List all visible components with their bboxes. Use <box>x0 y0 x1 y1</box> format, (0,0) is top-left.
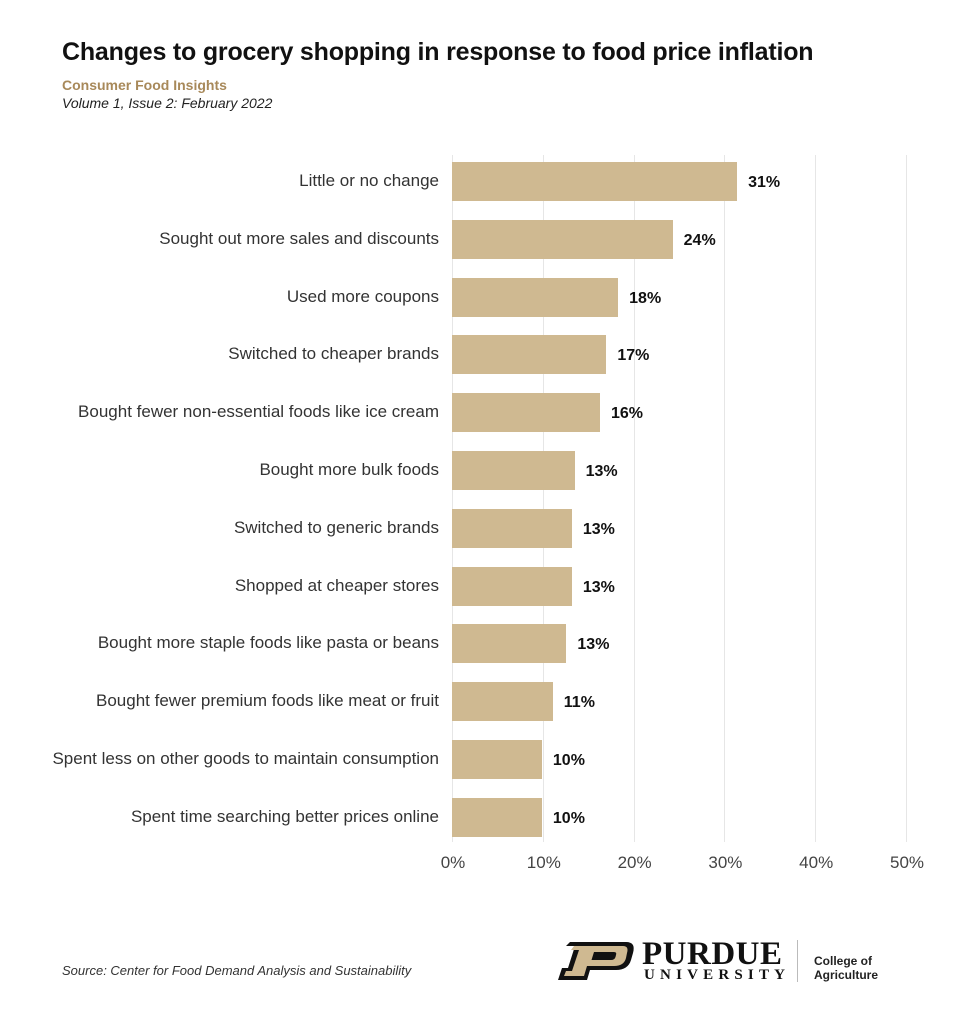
category-label: Shopped at cheaper stores <box>234 575 439 595</box>
bar <box>452 624 567 664</box>
value-label: 13% <box>582 578 615 596</box>
bar <box>452 682 553 722</box>
bar <box>452 277 619 317</box>
value-label: 13% <box>585 463 618 480</box>
x-tick-label: 10% <box>526 853 561 872</box>
bar <box>452 508 572 548</box>
value-label: 13% <box>582 520 615 538</box>
bar <box>452 335 607 375</box>
value-label: 13% <box>577 636 610 654</box>
purdue-logo: PURDUE UNIVERSITY College of Agriculture <box>556 936 936 984</box>
bar <box>452 162 738 201</box>
category-label: Switched to cheaper brands <box>228 344 439 364</box>
category-label: Bought fewer premium foods like meat or … <box>96 691 439 711</box>
bar <box>452 393 600 433</box>
gridline <box>452 155 453 842</box>
category-label: Spent time searching better prices onlin… <box>130 806 439 826</box>
value-label: 11% <box>563 694 595 712</box>
x-tick-label: 30% <box>708 853 743 872</box>
purdue-p-icon <box>558 942 634 980</box>
x-tick-label: 50% <box>889 853 925 872</box>
x-tick-label: 40% <box>799 853 834 872</box>
bar-chart: 0% 10% 20% 30% 40% 50% Little or no change 31% S… <box>52 155 925 872</box>
category-label: Bought more bulk foods <box>259 460 439 479</box>
category-label: Bought fewer non-essential foods like ic… <box>78 402 439 422</box>
category-label: Spent less on other goods to maintain co… <box>52 749 439 768</box>
issue-line: Volume 1, Issue 2: February 2022 <box>62 95 273 111</box>
value-label: 17% <box>617 347 650 365</box>
gridline <box>815 155 817 842</box>
bar <box>452 566 572 606</box>
category-label: Sought out more sales and discounts <box>159 228 439 248</box>
value-label: 10% <box>552 809 585 827</box>
bar <box>452 797 542 837</box>
x-tick-label: 20% <box>617 853 652 872</box>
bar <box>452 451 575 490</box>
logo-divider <box>797 940 798 982</box>
chart-title: Changes to grocery shopping in response … <box>62 38 814 66</box>
value-label: 24% <box>683 231 716 249</box>
gridline <box>724 155 726 842</box>
value-label: 10% <box>552 752 585 769</box>
category-label: Little or no change <box>299 171 439 190</box>
x-tick-label: 0% <box>440 853 466 872</box>
bar <box>452 219 673 259</box>
value-label: 18% <box>629 289 662 307</box>
category-label: Used more coupons <box>286 286 439 306</box>
gridline <box>633 155 635 842</box>
value-label: 31% <box>748 174 781 191</box>
source-note: Source: Center for Food Demand Analysis … <box>62 963 412 978</box>
category-label: Switched to generic brands <box>233 517 439 537</box>
chart-subtitle: Consumer Food Insights <box>62 77 227 93</box>
category-label: Bought more staple foods like pasta or b… <box>97 633 439 653</box>
gridline <box>906 155 907 842</box>
value-label: 16% <box>611 405 644 423</box>
gridline <box>542 155 544 842</box>
bar <box>452 740 542 779</box>
